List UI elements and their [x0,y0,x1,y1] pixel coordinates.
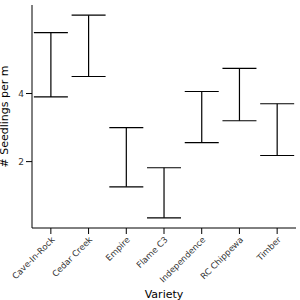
svg-text:Flame C3: Flame C3 [134,235,169,270]
svg-text:Empire: Empire [104,235,132,263]
svg-text:4: 4 [18,89,24,99]
svg-text:Cedar Creek: Cedar Creek [50,235,94,279]
svg-text:# Seedlings per m: # Seedlings per m [8,66,11,168]
svg-text:RC Chippewa: RC Chippewa [198,235,245,282]
svg-text:Independence: Independence [157,234,208,285]
svg-text:Timber: Timber [254,234,283,263]
svg-text:Cave-In-Rock: Cave-In-Rock [10,235,57,282]
svg-text:Variety: Variety [145,288,184,300]
svg-text:2: 2 [18,157,24,167]
